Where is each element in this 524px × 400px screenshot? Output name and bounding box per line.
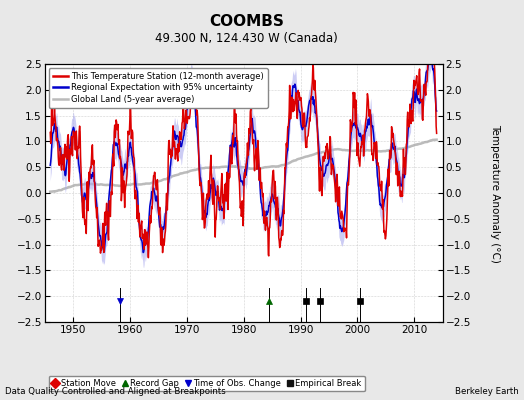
Y-axis label: Temperature Anomaly (°C): Temperature Anomaly (°C) (490, 124, 500, 262)
Text: 49.300 N, 124.430 W (Canada): 49.300 N, 124.430 W (Canada) (155, 32, 337, 45)
Legend: Station Move, Record Gap, Time of Obs. Change, Empirical Break: Station Move, Record Gap, Time of Obs. C… (49, 376, 365, 391)
Text: Berkeley Earth: Berkeley Earth (455, 387, 519, 396)
Text: Data Quality Controlled and Aligned at Breakpoints: Data Quality Controlled and Aligned at B… (5, 387, 226, 396)
Text: COOMBS: COOMBS (209, 14, 283, 29)
